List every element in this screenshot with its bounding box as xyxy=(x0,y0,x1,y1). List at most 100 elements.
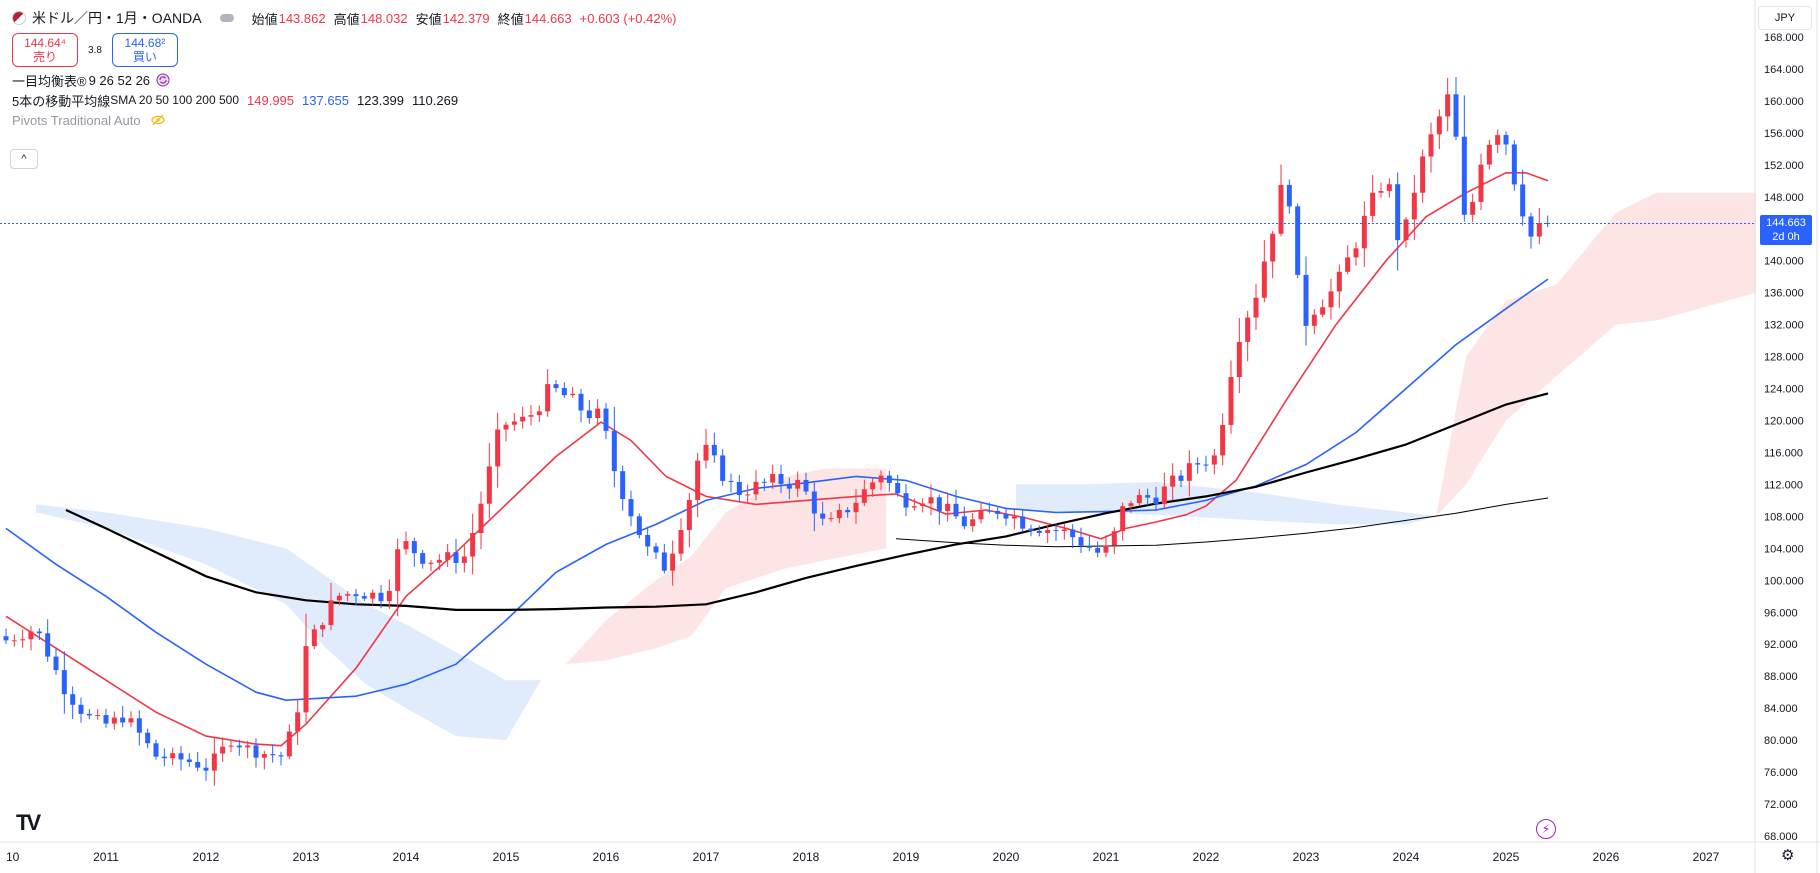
candle xyxy=(745,484,751,503)
candle xyxy=(1178,470,1184,488)
x-tick-label: 2013 xyxy=(293,850,320,864)
candle xyxy=(895,474,901,497)
buy-button[interactable]: 144.68² 買い xyxy=(111,33,178,67)
time-axis[interactable]: 10 2011 2012 2013 2014 2015 2016 2017 2018 2019 20… xyxy=(6,850,1720,864)
candle xyxy=(1078,527,1084,553)
x-tick-label: 2011 xyxy=(93,850,119,864)
x-tick-label: 2023 xyxy=(1293,850,1320,864)
candle xyxy=(811,482,817,532)
y-tick-label: 80.000 xyxy=(1764,735,1798,747)
x-tick-label: 2016 xyxy=(593,850,620,864)
candle xyxy=(836,503,842,524)
candle xyxy=(336,592,342,606)
y-tick-label: 76.000 xyxy=(1764,767,1798,779)
cloud-segment-bear xyxy=(36,504,541,741)
candle xyxy=(586,399,592,424)
candle xyxy=(1136,489,1142,506)
ichimoku-legend[interactable]: 一目均衡表® 9 26 52 26 xyxy=(12,70,677,90)
sma-legend[interactable]: 5本の移動平均線 SMA 20 50 100 200 500 149.995 1… xyxy=(12,90,677,110)
close-label: 終値 xyxy=(497,11,524,27)
pivots-legend[interactable]: Pivots Traditional Auto xyxy=(12,110,677,130)
candle xyxy=(1511,140,1517,191)
candle xyxy=(261,750,267,770)
symbol-title[interactable]: 米ドル／円・1月・OANDA xyxy=(32,10,202,26)
candle xyxy=(311,624,317,650)
candle xyxy=(253,738,259,768)
eye-hidden-icon[interactable] xyxy=(151,113,165,127)
candle xyxy=(986,502,992,514)
y-tick-label: 140.000 xyxy=(1764,256,1804,268)
candle xyxy=(828,512,834,522)
candle xyxy=(636,513,642,539)
candle xyxy=(970,512,976,532)
candle xyxy=(36,628,42,640)
y-tick-label: 120.000 xyxy=(1764,416,1804,428)
candle xyxy=(245,740,251,759)
x-tick-label: 2025 xyxy=(1493,850,1520,864)
y-tick-label: 96.000 xyxy=(1764,607,1798,619)
candle xyxy=(470,513,476,575)
candle xyxy=(603,403,609,440)
moving-averages xyxy=(5,172,1549,747)
currency-button[interactable]: JPY xyxy=(1758,6,1812,30)
candle xyxy=(1470,193,1476,223)
x-tick-label: 2015 xyxy=(493,850,520,864)
price-axis[interactable]: 68.000 72.000 76.000 80.000 84.000 88.000 92.0… xyxy=(1764,32,1804,843)
candle xyxy=(761,478,767,491)
candle xyxy=(578,388,584,423)
candle xyxy=(1253,283,1259,330)
candle xyxy=(278,751,284,766)
candle xyxy=(228,740,234,753)
candle xyxy=(736,474,742,502)
candle xyxy=(20,629,26,648)
candle xyxy=(120,705,126,728)
lightning-icon[interactable]: ⚡ xyxy=(1536,819,1556,839)
candle xyxy=(1311,309,1317,335)
x-tick-label: 2026 xyxy=(1593,850,1620,864)
candle xyxy=(661,544,667,574)
candle xyxy=(620,465,626,511)
candle xyxy=(995,507,1001,520)
candle xyxy=(961,506,967,530)
candle xyxy=(928,484,934,516)
candle xyxy=(1278,164,1284,237)
candle xyxy=(153,739,159,760)
candle xyxy=(1195,457,1201,474)
y-tick-label: 112.000 xyxy=(1764,479,1803,491)
candle xyxy=(953,489,959,519)
candle xyxy=(1270,231,1276,279)
candle xyxy=(645,526,651,556)
candle xyxy=(411,537,417,567)
tradingview-logo-icon[interactable]: TV xyxy=(16,810,41,835)
candle xyxy=(670,540,676,586)
y-tick-label: 100.000 xyxy=(1764,575,1804,587)
x-tick-label: 2021 xyxy=(1093,850,1120,864)
collapse-pill-icon[interactable] xyxy=(219,14,234,22)
candle xyxy=(803,472,809,495)
x-tick-label: 2024 xyxy=(1393,850,1420,864)
sell-button[interactable]: 144.64⁴ 売り xyxy=(12,33,78,67)
candle xyxy=(1086,535,1092,552)
candle xyxy=(386,579,392,610)
gear-icon[interactable]: ⚙ xyxy=(1781,847,1795,864)
candle xyxy=(770,464,776,489)
candle xyxy=(420,549,426,569)
candle xyxy=(195,751,201,772)
sma20-value: 149.995 xyxy=(247,92,295,108)
candle xyxy=(886,470,892,492)
trade-row: 144.64⁴ 売り 3.8 144.68² 買い xyxy=(12,30,677,70)
candle xyxy=(145,728,151,749)
y-tick-label: 128.000 xyxy=(1764,352,1804,364)
y-tick-label: 84.000 xyxy=(1764,703,1798,715)
sma-line-sma-100 xyxy=(65,392,1549,611)
candle xyxy=(70,686,76,719)
x-tick-label: 2017 xyxy=(693,850,720,864)
candle xyxy=(753,470,759,501)
candle xyxy=(1261,240,1267,303)
sma100-value: 123.399 xyxy=(357,92,405,108)
collapse-legend-button[interactable]: ^ xyxy=(10,149,38,169)
candle xyxy=(1220,413,1226,466)
candle xyxy=(528,405,534,426)
candle xyxy=(1036,525,1042,537)
